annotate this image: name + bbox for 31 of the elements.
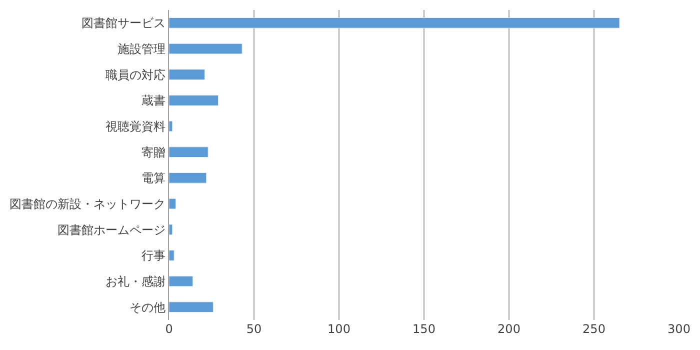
x-tick-label: 200: [498, 322, 520, 336]
y-tick-label: 図書館の新設・ネットワーク: [10, 196, 166, 211]
bar: [169, 224, 173, 235]
y-tick-label: 図書館ホームページ: [58, 222, 166, 237]
y-tick-label: 視聴覚資料: [106, 119, 166, 134]
bar: [169, 198, 176, 210]
y-tick-label: 図書館サービス: [82, 16, 166, 30]
y-tick-label: 電算: [142, 171, 166, 186]
bar: [169, 146, 208, 158]
bar: [169, 95, 219, 106]
y-tick-label: 蔵書: [142, 94, 166, 108]
bar: [169, 302, 214, 312]
bar: [169, 276, 194, 287]
bar: [169, 120, 173, 132]
bar: [169, 69, 205, 80]
bar: [169, 18, 620, 28]
x-tick-label: 250: [582, 322, 606, 336]
bar: [169, 172, 207, 184]
bar: [169, 43, 242, 54]
y-tick-label: 施設管理: [118, 42, 166, 56]
y-tick-label: お礼・感謝: [106, 274, 166, 288]
y-tick-label: 寄贈: [142, 145, 166, 160]
y-tick-label: 職員の対応: [106, 68, 166, 82]
bar: [169, 250, 174, 261]
y-tick-label: 行事: [142, 248, 166, 263]
y-tick-label: その他: [130, 300, 166, 314]
x-tick-label: 100: [328, 322, 350, 336]
x-tick-label: 50: [246, 322, 262, 336]
x-tick-label: 300: [668, 322, 690, 336]
x-tick-label: 150: [412, 322, 436, 336]
x-tick-label: 0: [165, 322, 173, 336]
